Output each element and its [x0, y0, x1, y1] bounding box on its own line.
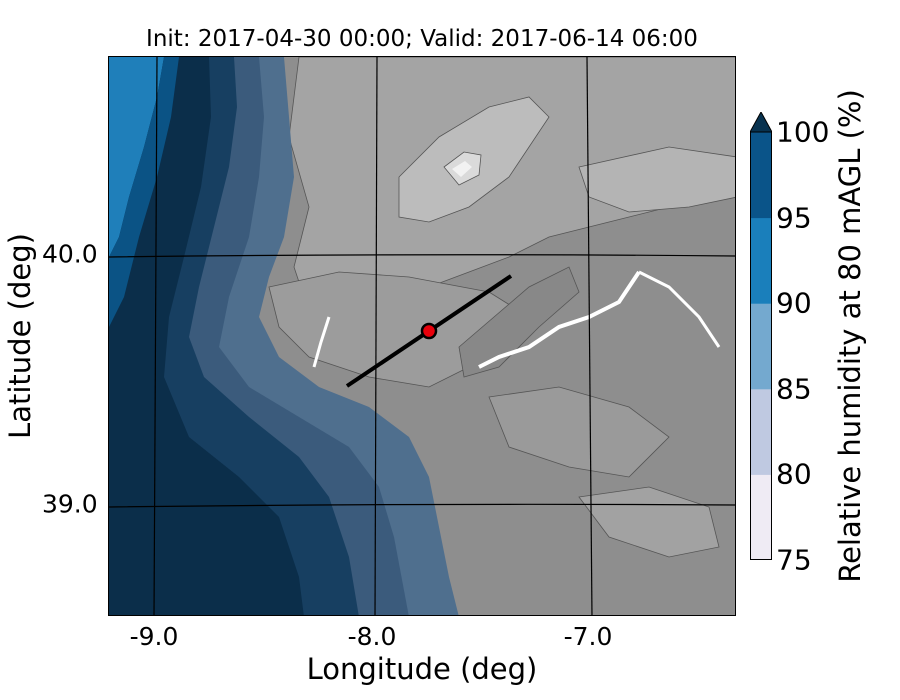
colorbar-bin — [750, 217, 772, 304]
terrain-south — [488, 386, 670, 478]
humidity-band-100 — [109, 57, 304, 615]
y-tick-label: 40.0 — [42, 239, 98, 269]
terrain-peak-top — [452, 161, 472, 177]
colorbar-bin — [750, 474, 772, 560]
colorbar-tick-label: 80 — [776, 457, 812, 491]
y-axis-label: Latitude (deg) — [3, 233, 37, 439]
colorbar-tick-label: 75 — [776, 543, 812, 577]
colorbar-tick-label: 100 — [776, 115, 830, 149]
river-east-branch — [638, 270, 721, 348]
graticule — [109, 57, 735, 615]
colorbar-tick-label: 95 — [776, 201, 812, 235]
map-canvas — [109, 57, 735, 615]
terrain-valley — [458, 266, 580, 378]
ocean-band — [109, 57, 164, 257]
river-east — [478, 270, 641, 369]
colorbar-tick-label: 90 — [776, 286, 812, 320]
colorbar-frame — [750, 131, 772, 560]
x-axis-label: Longitude (deg) — [306, 652, 538, 686]
ocean-band-dark — [109, 57, 179, 327]
x-tick-label: -9.0 — [129, 622, 179, 651]
colorbar-extend-triangle — [750, 112, 772, 133]
colorbar-label: Relative humidity at 80 mAGL (%) — [833, 89, 867, 583]
map-plot-area[interactable] — [108, 56, 736, 616]
colorbar-bin — [750, 303, 772, 390]
colorbar-tick-label: 85 — [776, 372, 812, 406]
x-tick-label: -8.0 — [347, 622, 397, 651]
colorbar-bin — [750, 388, 772, 475]
plot-title: Init: 2017-04-30 00:00; Valid: 2017-06-1… — [146, 26, 698, 52]
y-tick-label: 39.0 — [42, 489, 98, 519]
colorbar — [750, 112, 772, 560]
terrain-highland-ne — [578, 146, 735, 213]
river-center — [312, 316, 331, 368]
site-marker[interactable] — [420, 322, 438, 340]
x-tick-label: -7.0 — [563, 622, 613, 651]
colorbar-bin — [750, 132, 772, 219]
